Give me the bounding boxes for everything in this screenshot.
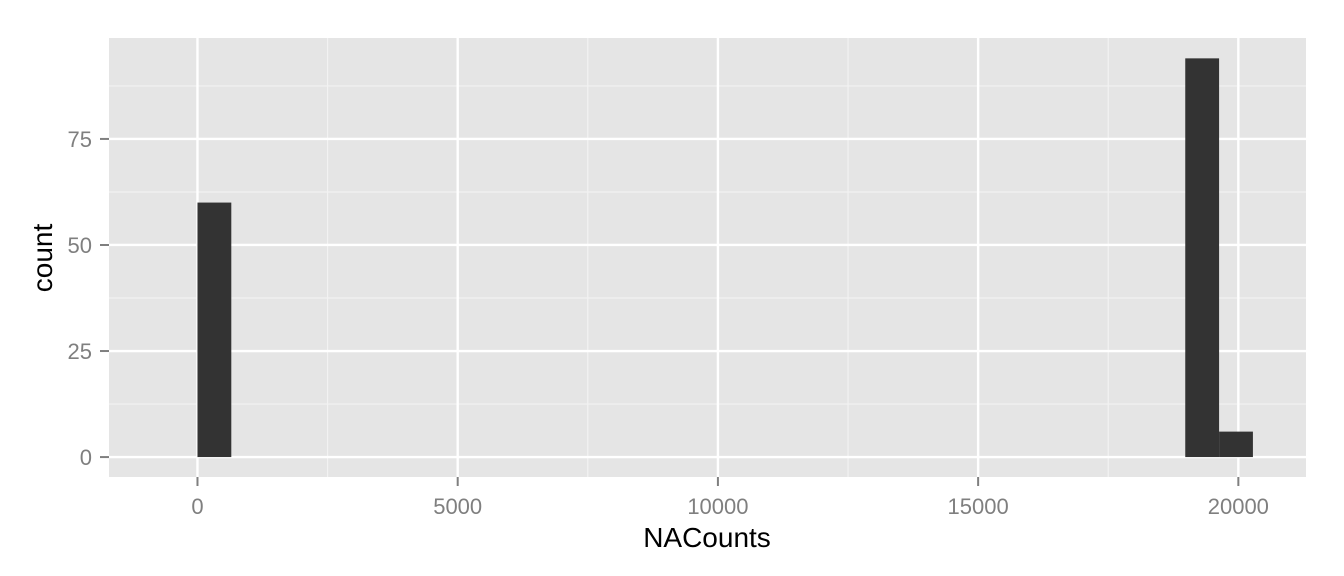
histogram-bar-1 — [1185, 58, 1220, 458]
x-axis-title: NACounts — [643, 522, 771, 553]
histogram-bar-2 — [1219, 431, 1253, 458]
y-axis: 0 25 50 75 — [68, 127, 109, 470]
major-gridlines — [109, 38, 1306, 477]
plot-panel — [109, 38, 1306, 477]
x-tick-label: 20000 — [1208, 494, 1269, 519]
x-tick-label: 15000 — [948, 494, 1009, 519]
y-tick-label: 25 — [68, 339, 92, 364]
x-axis: 0 5000 10000 15000 20000 — [191, 477, 1269, 519]
x-tick-label: 10000 — [687, 494, 748, 519]
x-tick-label: 5000 — [433, 494, 482, 519]
y-tick-label: 0 — [80, 445, 92, 470]
minor-gridlines — [109, 38, 1306, 477]
x-tick-label: 0 — [191, 494, 203, 519]
y-tick-label: 50 — [68, 233, 92, 258]
histogram-bars — [197, 58, 1253, 458]
histogram-bar-0 — [197, 202, 232, 458]
y-axis-title: count — [27, 224, 58, 293]
y-tick-label: 75 — [68, 127, 92, 152]
